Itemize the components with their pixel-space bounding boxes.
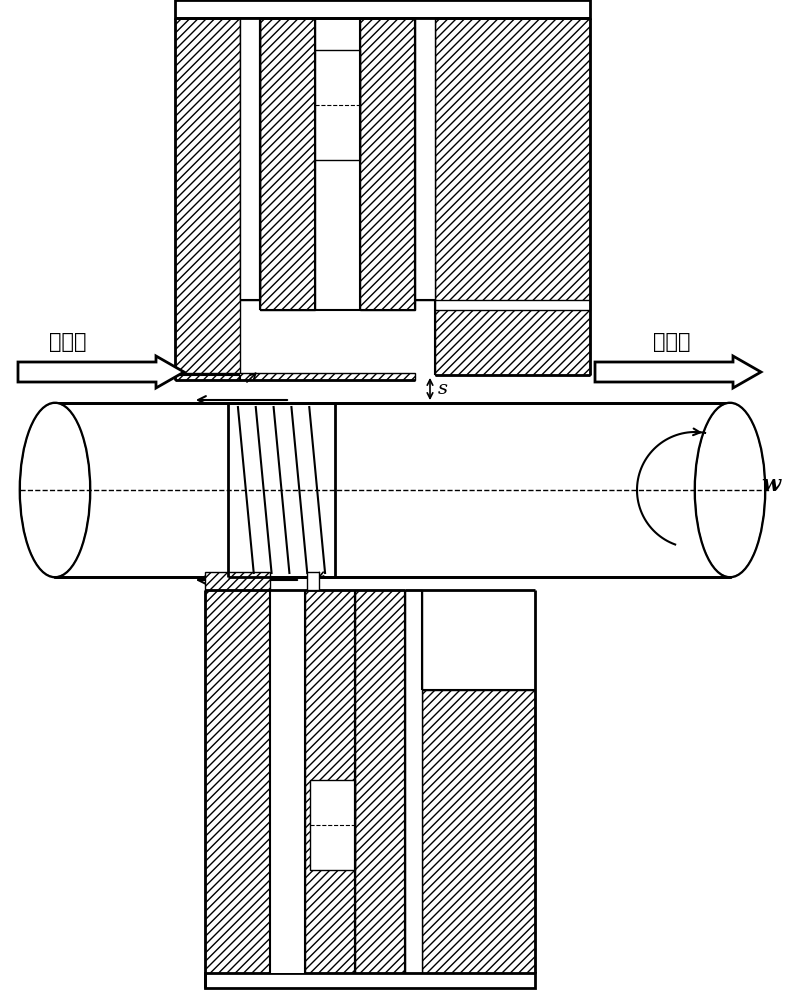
Bar [205,590,270,973]
Text: 高压侧: 高压侧 [49,332,87,352]
Bar [175,373,415,380]
Bar [307,572,319,590]
Ellipse shape [21,404,89,576]
Ellipse shape [695,403,765,577]
Bar [422,690,535,973]
Bar [205,973,535,988]
Bar [415,18,435,300]
Bar [205,572,270,590]
Bar [310,780,355,870]
Bar [405,590,422,973]
Text: 低压侧: 低压侧 [653,332,691,352]
Text: s: s [438,380,448,398]
Bar [435,18,590,375]
Bar [270,590,305,973]
Bar [175,18,240,375]
Bar [240,18,260,300]
Ellipse shape [20,403,90,577]
Bar [435,300,590,310]
FancyArrow shape [595,356,761,388]
Text: w: w [761,474,780,496]
Bar [55,403,730,577]
FancyArrow shape [18,356,184,388]
Bar [355,590,405,973]
Bar [175,0,590,18]
Bar [305,590,355,973]
Bar [260,18,315,310]
Bar [315,50,360,160]
Ellipse shape [696,404,764,576]
Bar [360,18,415,310]
